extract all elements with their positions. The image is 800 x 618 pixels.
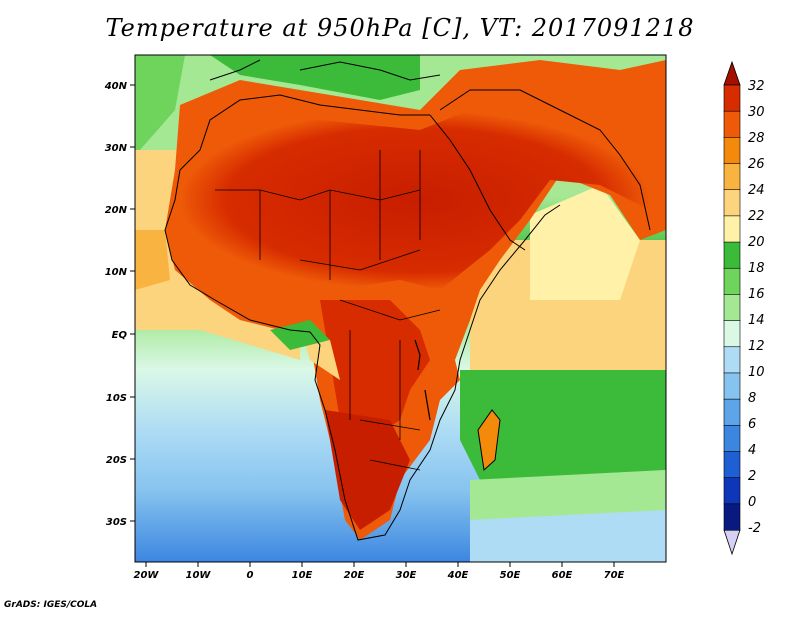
colorbar-cell — [723, 110, 741, 138]
map-title: Temperature at 950hPa [C], VT: 201709121… — [105, 14, 695, 42]
lat-tick-label: 20N — [105, 205, 128, 216]
lon-axis: 20W 10W 0 10E 20E 30E 40E 50E 60E 70E — [134, 562, 625, 581]
colorbar-label: 16 — [748, 287, 765, 302]
colorbar-cell — [723, 137, 741, 165]
map-plot-area — [135, 55, 666, 562]
colorbar-label: 32 — [748, 79, 765, 94]
colorbar-label: 26 — [748, 157, 765, 172]
lat-tick-label: 30S — [106, 517, 127, 528]
colorbar-label: 12 — [748, 339, 765, 354]
central-africa-hot-region — [320, 300, 430, 440]
north-africa-coastline — [179, 94, 430, 171]
colorbar-label: 20 — [748, 235, 765, 250]
southern-ocean-cool-field — [470, 510, 666, 562]
colorbar-cell — [723, 346, 741, 374]
colorbar-cell — [723, 163, 741, 191]
colorbar-cell — [723, 267, 741, 296]
colorbar-label: 22 — [748, 209, 765, 224]
lat-tick-label: 10N — [105, 267, 128, 278]
colorbar-cell — [723, 84, 741, 112]
arabian-sea-field — [530, 185, 640, 300]
colorbar-cell — [723, 320, 741, 348]
madagascar-coastline — [477, 409, 501, 471]
colorbar-cell — [723, 189, 741, 217]
great-lakes — [414, 339, 431, 421]
indian-ocean-green-field — [460, 370, 666, 480]
colorbar-label: 30 — [748, 105, 765, 120]
colorbar-label: 10 — [748, 365, 765, 380]
guinea-coast-green — [270, 320, 330, 350]
asia-coastline — [439, 89, 651, 231]
colorbar-label: 4 — [748, 443, 756, 458]
lat-axis: 40N 30N 20N 10N EQ 10S 20S 30S — [104, 81, 135, 528]
country-borders — [215, 150, 441, 471]
lon-tick-label: 50E — [500, 570, 521, 581]
colorbar-label: 8 — [748, 391, 756, 406]
grads-credit: GrADS: IGES/COLA — [4, 600, 98, 610]
atlantic-warm-field — [135, 230, 170, 290]
lat-tick-label: 10S — [106, 393, 127, 404]
map-frame — [134, 54, 667, 563]
colorbar-cell — [723, 372, 741, 400]
colorbar-cell — [723, 451, 741, 479]
lat-tick-label: 20S — [106, 455, 127, 466]
lon-tick-label: 10E — [292, 570, 313, 581]
colorbar-label: 6 — [748, 417, 756, 432]
lon-tick-label: 0 — [247, 570, 254, 581]
colorbar-max-arrow — [723, 60, 741, 86]
lon-tick-label: 40E — [447, 570, 469, 581]
colorbar-label: 14 — [748, 313, 765, 328]
madagascar-region — [478, 410, 500, 470]
lon-tick-label: 70E — [604, 570, 625, 581]
colorbar-label: 2 — [748, 469, 756, 484]
colorbar-cell — [723, 424, 741, 453]
lat-tick-label: 30N — [105, 143, 128, 154]
lon-tick-label: 10W — [186, 570, 212, 581]
colorbar-cell — [723, 241, 741, 269]
colorbar-cell — [723, 398, 741, 426]
mediterranean-field — [210, 55, 420, 100]
africa-coastline — [164, 169, 561, 541]
colorbar: 32 30 28 26 24 22 20 18 16 14 12 10 8 6 … — [723, 60, 765, 556]
southern-africa-hot-region — [325, 410, 410, 530]
lon-tick-label: 30E — [396, 570, 417, 581]
colorbar-label: 24 — [748, 183, 765, 198]
colorbar-cell — [723, 477, 741, 505]
red-sea-coastline — [429, 114, 526, 251]
colorbar-cell — [723, 215, 741, 243]
lon-tick-label: 20E — [344, 570, 365, 581]
lat-tick-label: EQ — [112, 330, 128, 341]
atlantic-north-field — [135, 55, 185, 150]
lat-tick-label: 40N — [104, 81, 128, 92]
colorbar-cell — [723, 294, 741, 322]
colorbar-label: 0 — [748, 495, 756, 510]
sahara-hot-region — [180, 110, 650, 290]
europe-coastline — [209, 59, 441, 81]
lon-tick-label: 60E — [552, 570, 573, 581]
colorbar-min-arrow — [723, 529, 741, 556]
colorbar-label: 28 — [748, 131, 765, 146]
lon-tick-label: 20W — [134, 570, 160, 581]
colorbar-cell — [723, 503, 741, 531]
colorbar-label: -2 — [748, 521, 761, 536]
colorbar-label: 18 — [748, 261, 765, 276]
